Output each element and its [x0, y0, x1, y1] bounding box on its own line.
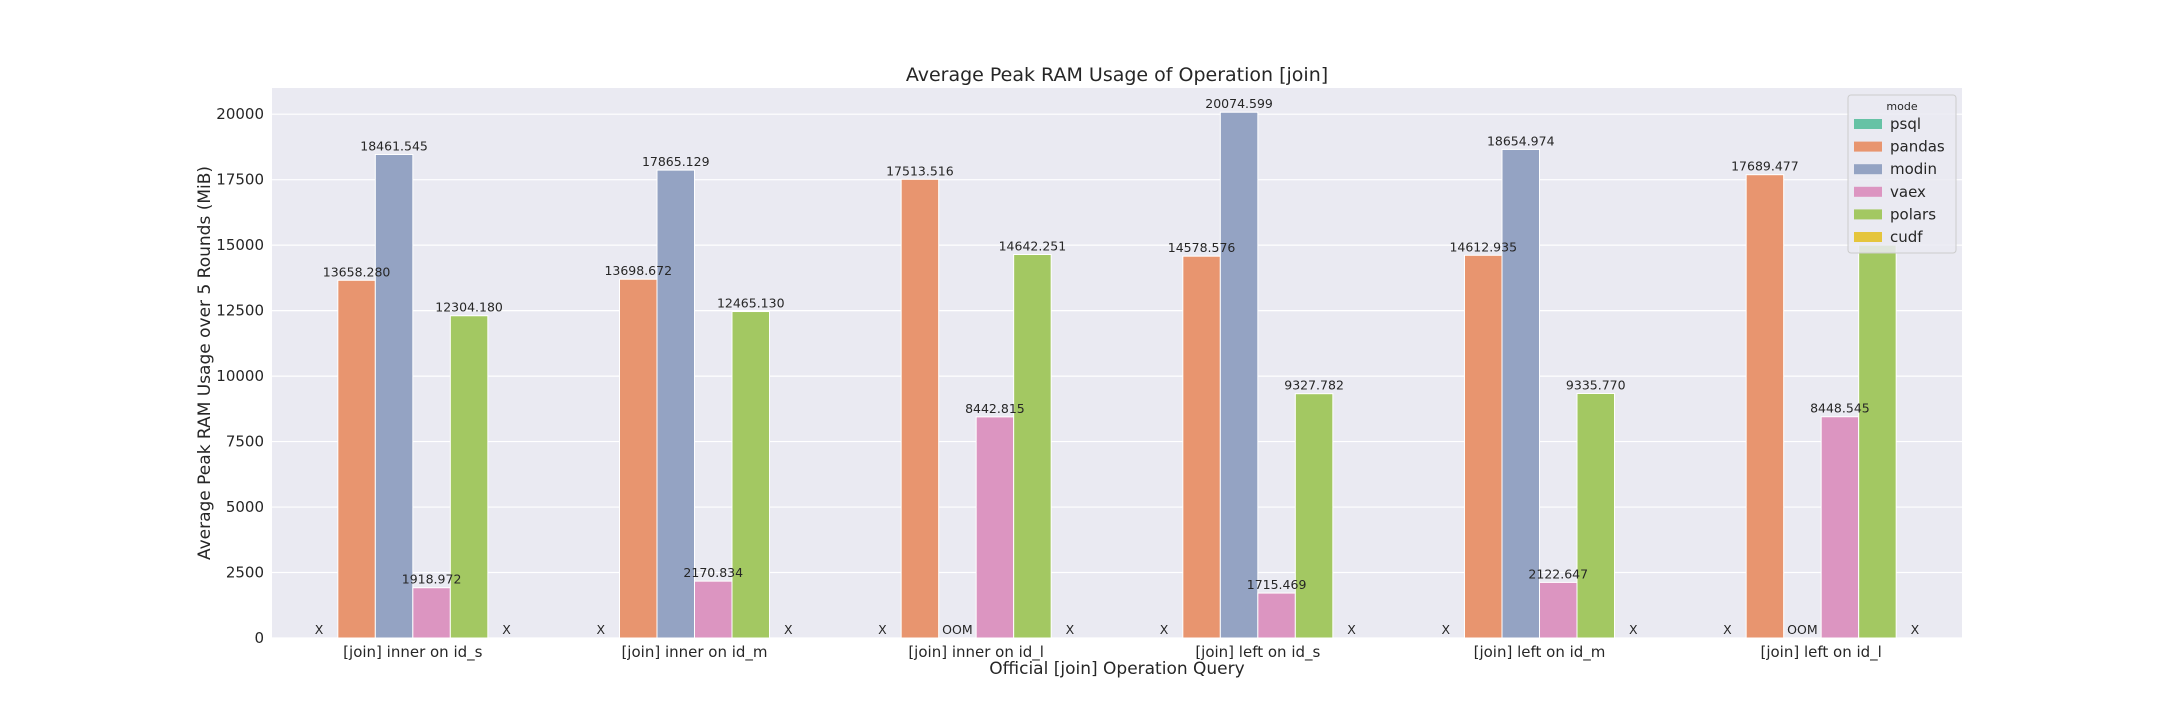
bar-pandas: [1745, 174, 1785, 639]
bar-value-label: 1715.469: [1247, 577, 1307, 592]
bar-value-label: 13698.672: [604, 263, 672, 278]
x-tick-label: [join] left on id_l: [1760, 643, 1881, 662]
legend-entry-polars: polars: [1890, 205, 1936, 223]
x-tick-label: [join] inner on id_l: [908, 643, 1044, 662]
x-tick-label: [join] left on id_m: [1474, 643, 1606, 662]
bar-value-label: 14612.935: [1449, 239, 1517, 254]
bar-modin: [374, 153, 414, 639]
legend-entry-pandas: pandas: [1890, 138, 1945, 156]
bar-modin: [656, 169, 695, 639]
bar-value-label: 14578.576: [1168, 240, 1236, 255]
bar-value-label: 17689.477: [1731, 159, 1799, 174]
bar-status-label: X: [1160, 622, 1169, 637]
bar-value-label: 12304.180: [435, 300, 503, 315]
bar-status-label: X: [596, 622, 605, 637]
bar-value-label: 18461.545: [360, 138, 428, 153]
y-tick-label: 7500: [226, 433, 264, 451]
bar-vaex: [1257, 592, 1296, 639]
bar-value-label: 9335.770: [1566, 377, 1626, 392]
y-tick-label: 0: [254, 629, 264, 647]
bar-vaex: [1820, 416, 1860, 639]
legend-swatch-psql: [1854, 119, 1882, 129]
bar-pandas: [1464, 254, 1503, 639]
bar-value-label: 13658.280: [323, 264, 391, 279]
bar-status-label: X: [878, 622, 887, 637]
bar-status-label: OOM: [1787, 622, 1817, 637]
bar-modin: [1219, 111, 1259, 639]
bar-status-label: X: [1629, 622, 1638, 637]
bar-status-label: X: [1911, 622, 1920, 637]
bar-polars: [731, 311, 770, 639]
bar-value-label: 17865.129: [642, 154, 710, 169]
legend-swatch-modin: [1854, 164, 1882, 175]
legend: mode psql pandas modin vaex polars cudf: [1847, 94, 1957, 254]
bar-value-label: 2122.647: [1528, 566, 1588, 581]
x-tick-label: [join] inner on id_s: [343, 643, 482, 662]
chart-title: Average Peak RAM Usage of Operation [joi…: [906, 64, 1328, 86]
bar-vaex: [694, 580, 733, 639]
bar-value-label: 20074.599: [1205, 96, 1273, 111]
bar-pandas: [900, 178, 940, 639]
bar-polars: [1013, 254, 1052, 639]
legend-swatch-polars: [1854, 209, 1882, 220]
y-tick-labels: 0 2500 5000 7500 10000 12500 15000 17500 20000: [216, 105, 264, 647]
legend-swatch-cudf: [1854, 232, 1882, 242]
bar-value-label: 17513.516: [886, 163, 954, 178]
bar-value-label: 8442.815: [965, 401, 1025, 416]
bar-polars: [449, 315, 489, 639]
legend-entry-modin: modin: [1890, 160, 1937, 178]
bar-status-label: OOM: [942, 622, 972, 637]
bar-status-label: X: [1066, 622, 1075, 637]
bar-polars: [1576, 392, 1615, 639]
y-tick-label: 2500: [226, 564, 264, 582]
y-tick-label: 15000: [216, 236, 264, 254]
bar-status-label: X: [784, 622, 793, 637]
bars: [337, 111, 1897, 639]
bar-vaex: [412, 587, 451, 639]
legend-entry-cudf: cudf: [1890, 228, 1923, 246]
bar-value-label: 18654.974: [1487, 133, 1555, 148]
bar-pandas: [337, 279, 376, 639]
bar-value-label: 9327.782: [1284, 378, 1344, 393]
bar-value-label: 2170.834: [683, 565, 743, 580]
legend-swatch-vaex: [1854, 186, 1882, 197]
x-axis-label: Official [join] Operation Query: [989, 659, 1244, 679]
bar-pandas: [619, 278, 658, 639]
bar-modin: [1501, 148, 1540, 639]
legend-entry-vaex: vaex: [1890, 183, 1926, 201]
bar-status-label: X: [1347, 622, 1356, 637]
legend-swatch-pandas: [1854, 141, 1882, 152]
y-tick-label: 10000: [216, 367, 264, 385]
y-tick-label: 17500: [216, 171, 264, 189]
bar-pandas: [1182, 255, 1221, 639]
bar-value-label: 14642.251: [999, 239, 1067, 254]
y-tick-label: 5000: [226, 498, 264, 516]
bar-polars: [1858, 244, 1897, 639]
y-tick-label: 20000: [216, 105, 264, 123]
bar-status-label: X: [1441, 622, 1450, 637]
bar-status-label: X: [315, 622, 324, 637]
x-tick-label: [join] left on id_s: [1195, 643, 1320, 662]
bar-value-label: 12465.130: [717, 296, 785, 311]
bar-status-label: X: [502, 622, 511, 637]
x-tick-labels: [join] inner on id_s [join] inner on id_m…: [343, 643, 1882, 662]
x-tick-label: [join] inner on id_m: [621, 643, 767, 662]
y-tick-label: 12500: [216, 302, 264, 320]
y-axis-label: Average Peak RAM Usage over 5 Rounds (Mi…: [195, 166, 215, 560]
bar-value-label: 1918.972: [402, 572, 462, 587]
bar-labels: X 13658.280 18461.545 1918.972 12304.180 X X 13…: [315, 96, 1920, 637]
gridlines: [272, 113, 1962, 639]
legend-title: mode: [1886, 100, 1917, 113]
bar-vaex: [1539, 581, 1578, 639]
bar-vaex: [975, 416, 1015, 639]
bar-value-label: 8448.545: [1810, 401, 1870, 416]
legend-entry-psql: psql: [1890, 115, 1921, 133]
bar-status-label: X: [1723, 622, 1732, 637]
bar-polars: [1294, 393, 1334, 639]
plot-background: [272, 88, 1962, 638]
